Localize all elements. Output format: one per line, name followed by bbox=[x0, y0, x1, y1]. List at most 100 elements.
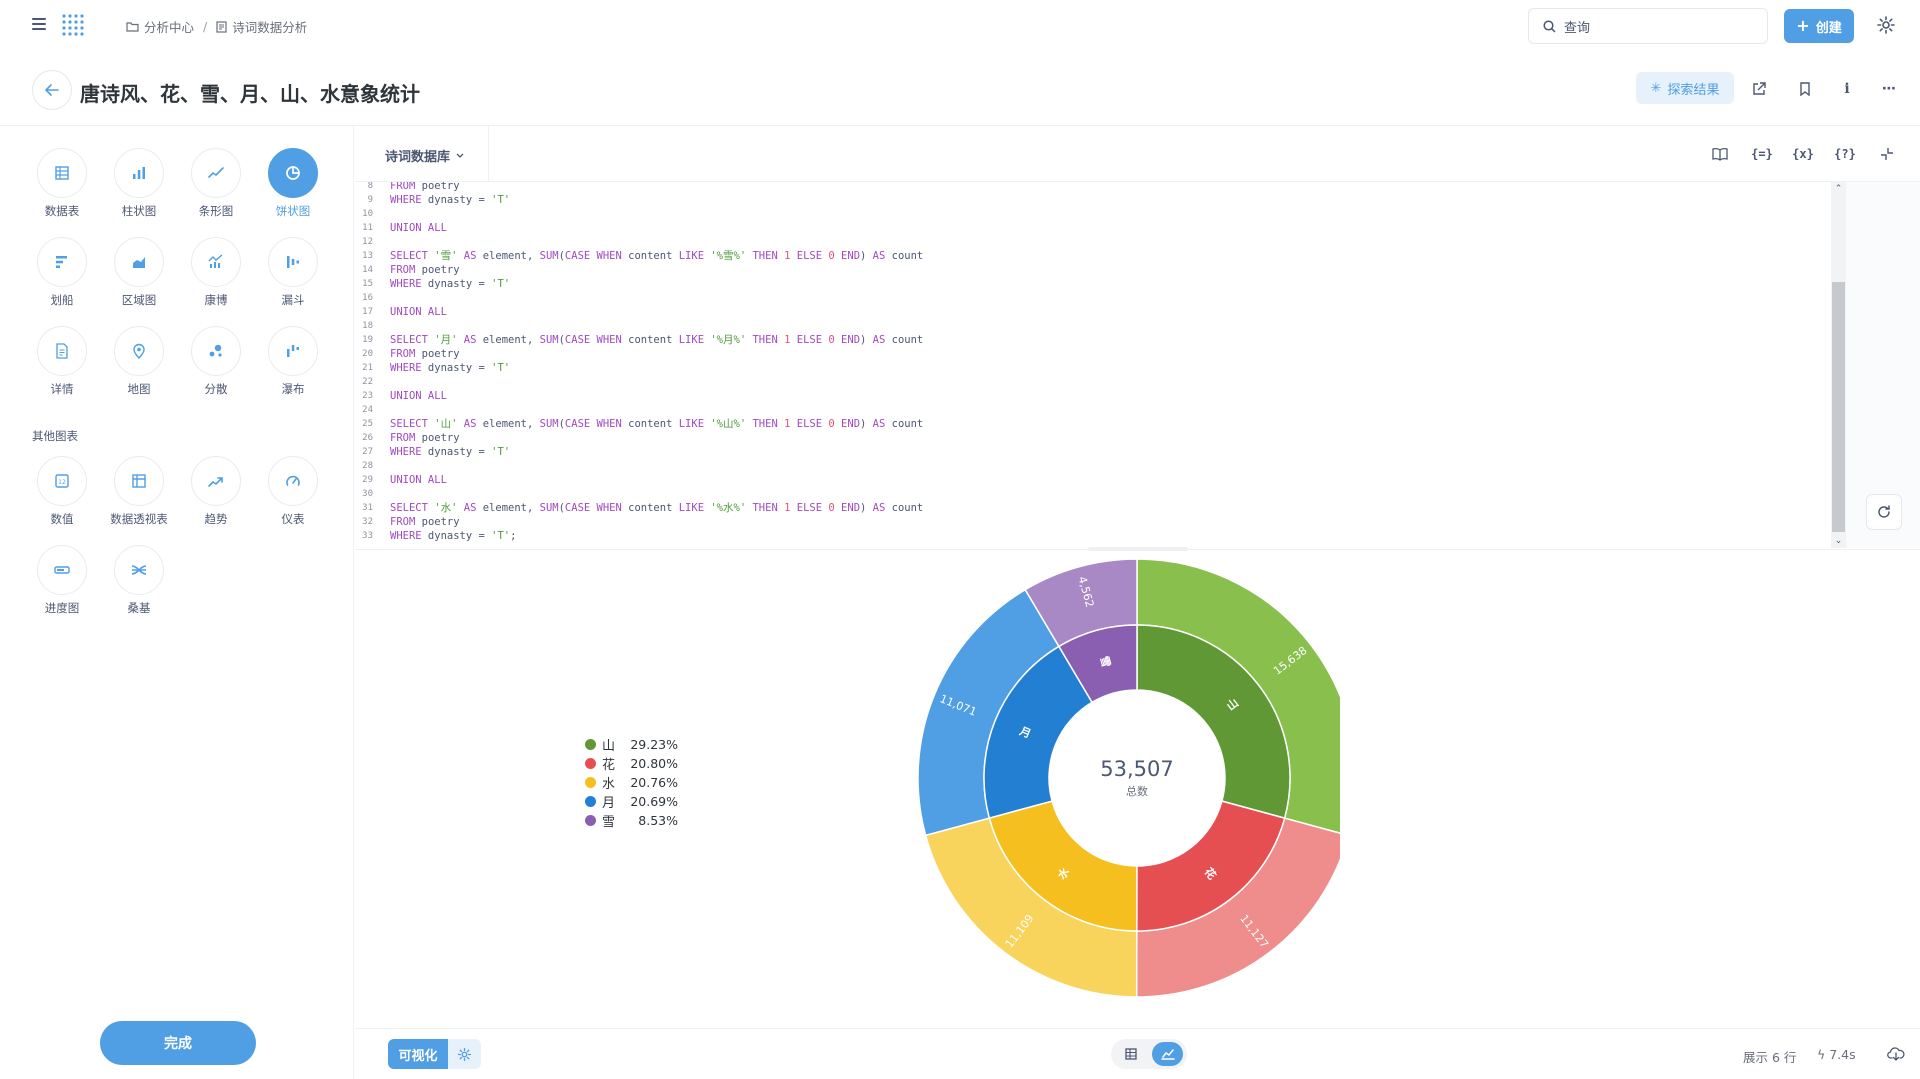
viz-option-circle[interactable] bbox=[37, 237, 87, 287]
back-button[interactable] bbox=[32, 70, 72, 110]
line-number: 19 bbox=[362, 335, 373, 345]
viz-option-circle[interactable] bbox=[268, 456, 318, 506]
legend-percent: 20.69% bbox=[630, 794, 678, 809]
chart-settings-button[interactable] bbox=[448, 1039, 481, 1069]
viz-option-trend[interactable]: 趋势 bbox=[190, 456, 242, 527]
breadcrumb-question-label: 诗词数据分析 bbox=[232, 20, 308, 35]
more-icon[interactable]: ⋯ bbox=[1882, 81, 1896, 97]
share-icon[interactable] bbox=[1750, 80, 1768, 98]
line-number: 15 bbox=[362, 279, 373, 289]
collapse-icon[interactable] bbox=[1877, 145, 1897, 163]
viz-option-circle[interactable] bbox=[114, 545, 164, 595]
waterfall-icon bbox=[287, 345, 299, 357]
inner-slice[interactable] bbox=[1057, 624, 1138, 704]
viz-option-map-pin[interactable]: 地图 bbox=[113, 326, 165, 397]
book-icon[interactable] bbox=[1710, 145, 1730, 163]
database-select-label: 诗词数据库 bbox=[385, 150, 451, 165]
viz-option-circle[interactable] bbox=[114, 148, 164, 198]
legend-item[interactable]: 水 20.76% bbox=[585, 773, 678, 792]
run-query-button[interactable] bbox=[1866, 494, 1902, 530]
viz-option-line-chart[interactable]: 条形图 bbox=[190, 148, 242, 219]
viz-option-circle[interactable] bbox=[191, 148, 241, 198]
viz-option-scatter[interactable]: 分散 bbox=[190, 326, 242, 397]
legend-item[interactable]: 山 29.23% bbox=[585, 735, 678, 754]
viz-option-circle[interactable] bbox=[268, 148, 318, 198]
variables-icon[interactable]: {=} bbox=[1751, 147, 1773, 161]
viz-option-circle[interactable] bbox=[37, 148, 87, 198]
database-select[interactable]: 诗词数据库 bbox=[385, 146, 464, 165]
menu-icon[interactable] bbox=[32, 18, 46, 30]
viz-option-circle[interactable] bbox=[37, 545, 87, 595]
logo-icon[interactable] bbox=[60, 12, 88, 40]
viz-option-label: 饼状图 bbox=[275, 204, 311, 218]
breadcrumb-separator: / bbox=[203, 19, 208, 34]
code-text: WHERE dynasty = 'T' bbox=[390, 446, 511, 458]
viz-option-bar-chart[interactable]: 柱状图 bbox=[113, 148, 165, 219]
viz-option-detail[interactable]: 详情 bbox=[36, 326, 88, 397]
breadcrumb-question[interactable]: 诗词数据分析 bbox=[216, 17, 307, 36]
viz-option-circle[interactable] bbox=[191, 456, 241, 506]
inner-slice[interactable] bbox=[983, 645, 1094, 819]
code-text: UNION ALL bbox=[390, 306, 447, 318]
create-button[interactable]: + 创建 bbox=[1784, 9, 1854, 43]
breadcrumb: 分析中心 / 诗词数据分析 bbox=[126, 17, 307, 36]
viz-option-circle[interactable]: 12 bbox=[37, 456, 87, 506]
chart-view-button[interactable] bbox=[1152, 1042, 1183, 1066]
viz-option-circle[interactable] bbox=[191, 237, 241, 287]
viz-option-gauge[interactable]: 仪表 bbox=[267, 456, 319, 527]
viz-option-circle[interactable] bbox=[191, 326, 241, 376]
viz-option-number[interactable]: 12 数值 bbox=[36, 456, 88, 527]
visualization-button[interactable]: 可视化 bbox=[388, 1039, 448, 1069]
viz-option-combo-chart[interactable]: 康博 bbox=[190, 237, 242, 308]
viz-option-circle[interactable] bbox=[114, 326, 164, 376]
editor-scrollbar-thumb[interactable] bbox=[1832, 282, 1845, 532]
legend-item[interactable]: 花 20.80% bbox=[585, 754, 678, 773]
viz-option-pivot-table[interactable]: 数据透视表 bbox=[110, 456, 168, 527]
viz-option-area-chart[interactable]: 区域图 bbox=[113, 237, 165, 308]
viz-option-pie-chart[interactable]: 饼状图 bbox=[267, 148, 319, 219]
viz-option-row-chart[interactable]: 划船 bbox=[36, 237, 88, 308]
viz-option-label: 条形图 bbox=[198, 204, 234, 218]
viz-option-circle[interactable] bbox=[268, 237, 318, 287]
viz-option-progress[interactable]: 进度图 bbox=[36, 545, 88, 616]
done-button[interactable]: 完成 bbox=[100, 1021, 256, 1065]
viz-option-circle[interactable] bbox=[114, 456, 164, 506]
gear-icon[interactable] bbox=[1876, 15, 1896, 35]
map-pin-icon bbox=[133, 343, 145, 359]
editor-resize-handle[interactable] bbox=[1088, 547, 1188, 551]
download-icon[interactable] bbox=[1887, 1046, 1905, 1062]
inner-slice[interactable] bbox=[1136, 624, 1291, 820]
inner-slice[interactable] bbox=[1136, 800, 1286, 932]
viz-option-sankey[interactable]: 桑基 bbox=[113, 545, 165, 616]
viz-option-circle[interactable] bbox=[114, 237, 164, 287]
legend-item[interactable]: 雪 8.53% bbox=[585, 811, 678, 830]
function-icon[interactable]: {x} bbox=[1792, 147, 1814, 161]
sql-editor[interactable]: 8 FROM poetry 9 WHERE dynasty = 'T' 10 11 UNIO… bbox=[355, 182, 1830, 548]
explore-results-button[interactable]: ✳ 探索结果 bbox=[1636, 72, 1734, 104]
line-number: 20 bbox=[362, 349, 373, 359]
progress-icon bbox=[54, 566, 70, 574]
bookmark-icon[interactable] bbox=[1796, 80, 1814, 98]
search-input[interactable]: 查询 bbox=[1528, 8, 1768, 44]
scroll-up-icon[interactable]: ⌃ bbox=[1834, 184, 1843, 194]
breadcrumb-collection[interactable]: 分析中心 bbox=[126, 17, 194, 36]
page-title[interactable]: 唐诗风、花、雪、月、山、水意象统计 bbox=[80, 82, 420, 106]
sparkle-icon: ✳ bbox=[1650, 80, 1662, 96]
line-number: 27 bbox=[362, 447, 373, 457]
viz-option-circle[interactable] bbox=[37, 326, 87, 376]
inner-slice[interactable] bbox=[988, 800, 1138, 932]
scroll-down-icon[interactable]: ⌄ bbox=[1834, 536, 1843, 546]
snippet-icon[interactable]: {?} bbox=[1834, 147, 1856, 161]
viz-option-waterfall[interactable]: 瀑布 bbox=[267, 326, 319, 397]
table-view-button[interactable] bbox=[1115, 1042, 1146, 1066]
legend-item[interactable]: 月 20.69% bbox=[585, 792, 678, 811]
line-number: 21 bbox=[362, 363, 373, 373]
viz-option-circle[interactable] bbox=[268, 326, 318, 376]
legend-name: 花 bbox=[602, 758, 616, 773]
line-number: 30 bbox=[362, 489, 373, 499]
chevron-down-icon bbox=[456, 153, 464, 158]
line-number: 14 bbox=[362, 265, 373, 275]
viz-option-funnel[interactable]: 漏斗 bbox=[267, 237, 319, 308]
viz-option-table[interactable]: 数据表 bbox=[36, 148, 88, 219]
info-icon[interactable]: i bbox=[1844, 81, 1850, 97]
